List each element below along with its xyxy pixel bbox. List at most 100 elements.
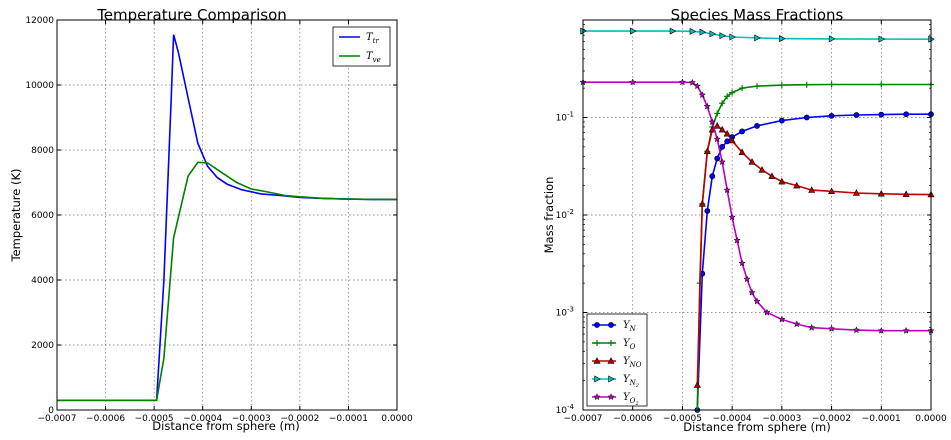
data-point	[703, 102, 711, 110]
data-point	[709, 173, 716, 180]
series-line	[696, 113, 931, 411]
data-point	[714, 155, 721, 162]
data-point	[713, 135, 721, 143]
series-line-tve	[57, 161, 397, 402]
data-point	[828, 187, 836, 195]
y-tick-label: 4000	[31, 276, 54, 286]
data-point	[718, 125, 726, 133]
x-tick-label: 0.0000	[915, 414, 947, 424]
y-tick-exponent: -3	[567, 306, 574, 314]
data-point	[738, 259, 746, 267]
data-point	[828, 81, 835, 88]
y-tick-exponent: -1	[567, 111, 574, 119]
data-point	[807, 323, 816, 331]
y-tick-exponent: -2	[567, 208, 574, 216]
data-point	[827, 324, 836, 332]
temperature-chart-series	[57, 34, 397, 402]
data-point	[629, 78, 637, 86]
data-point	[778, 82, 785, 89]
data-point	[739, 128, 745, 135]
data-point	[723, 129, 731, 137]
data-point	[669, 27, 677, 35]
y-tick-base: 10	[556, 406, 568, 416]
temperature-chart: Temperature Comparison Distance from sph…	[9, 6, 413, 433]
data-point	[688, 78, 697, 86]
y-tick-base: 10	[556, 211, 568, 221]
data-point	[878, 111, 885, 118]
series-yo	[694, 81, 934, 413]
y-tick-exponent: -4	[567, 403, 575, 411]
legend-swatch-marker	[608, 340, 614, 346]
species-chart: Species Mass Fractions Distance from sph…	[542, 6, 947, 434]
data-point	[778, 315, 786, 323]
temperature-chart-grid	[57, 20, 397, 410]
data-point	[828, 35, 836, 43]
legend-swatch-marker	[594, 340, 600, 346]
y-tick-label: 0	[48, 406, 54, 416]
x-tick-label: −0.0002	[812, 414, 851, 424]
data-point	[763, 308, 771, 316]
data-point	[713, 122, 721, 129]
y-tick-label: 12000	[25, 16, 54, 26]
data-point	[693, 82, 702, 90]
series-line	[583, 81, 931, 332]
data-point	[793, 181, 801, 189]
data-point	[693, 381, 701, 388]
data-point	[748, 288, 756, 296]
legend-swatch-marker	[607, 357, 615, 364]
y-tick-label: 2000	[31, 341, 54, 351]
species-chart-series	[579, 27, 935, 413]
x-tick-label: −0.0002	[280, 414, 319, 424]
data-point	[754, 34, 761, 42]
x-tick-label: −0.0007	[37, 414, 76, 424]
data-point	[748, 158, 756, 165]
data-point	[793, 320, 801, 328]
data-point	[878, 35, 886, 43]
data-point	[724, 93, 731, 100]
species-chart-x-ticks: −0.0007 −0.0006 −0.0005 −0.0004 −0.0003 −0.00…	[563, 20, 947, 424]
data-point	[739, 85, 746, 92]
series-yn	[694, 111, 934, 413]
series-yn2	[580, 27, 935, 43]
legend-swatch-marker	[608, 322, 614, 328]
x-tick-label: 0.0000	[381, 414, 413, 424]
y-tick-label: 10-3	[556, 306, 574, 319]
legend-swatch-marker	[593, 393, 601, 401]
data-point	[753, 297, 761, 305]
data-point	[729, 33, 736, 41]
data-point	[803, 81, 810, 88]
data-point	[699, 28, 707, 36]
data-point	[768, 172, 776, 179]
data-point	[902, 190, 910, 198]
temperature-chart-legend: Ttr Tve	[332, 26, 391, 67]
x-tick-label: −0.0007	[563, 414, 602, 424]
data-point	[852, 326, 861, 334]
x-tick-label: −0.0005	[135, 414, 174, 424]
legend-swatch-marker	[593, 357, 601, 364]
y-tick-label: 10000	[25, 81, 54, 91]
data-point	[718, 158, 726, 166]
data-point	[719, 100, 726, 107]
x-tick-label: −0.0003	[762, 414, 801, 424]
species-legend-items	[592, 322, 616, 401]
species-chart-frame	[582, 19, 932, 411]
data-point	[703, 147, 711, 155]
data-point	[719, 32, 727, 40]
x-tick-label: −0.0006	[613, 414, 652, 424]
data-point	[902, 326, 910, 334]
legend-swatch-marker	[594, 375, 601, 383]
data-point	[754, 123, 760, 129]
data-point	[678, 78, 687, 86]
data-point	[877, 189, 885, 197]
data-point	[733, 236, 741, 244]
data-point	[708, 118, 716, 126]
temperature-chart-title: Temperature Comparison	[96, 6, 287, 24]
legend-box	[332, 26, 391, 67]
y-tick-base: 10	[556, 114, 568, 124]
temperature-chart-x-ticks: −0.0007 −0.0006 −0.0005 −0.0004 −0.0003 −0.00…	[37, 20, 413, 424]
y-tick-label: 6000	[31, 211, 54, 221]
data-point	[728, 136, 736, 144]
x-tick-label: −0.0005	[663, 414, 702, 424]
data-point	[698, 91, 707, 99]
species-chart-xlabel: Distance from sphere (m)	[683, 420, 830, 434]
